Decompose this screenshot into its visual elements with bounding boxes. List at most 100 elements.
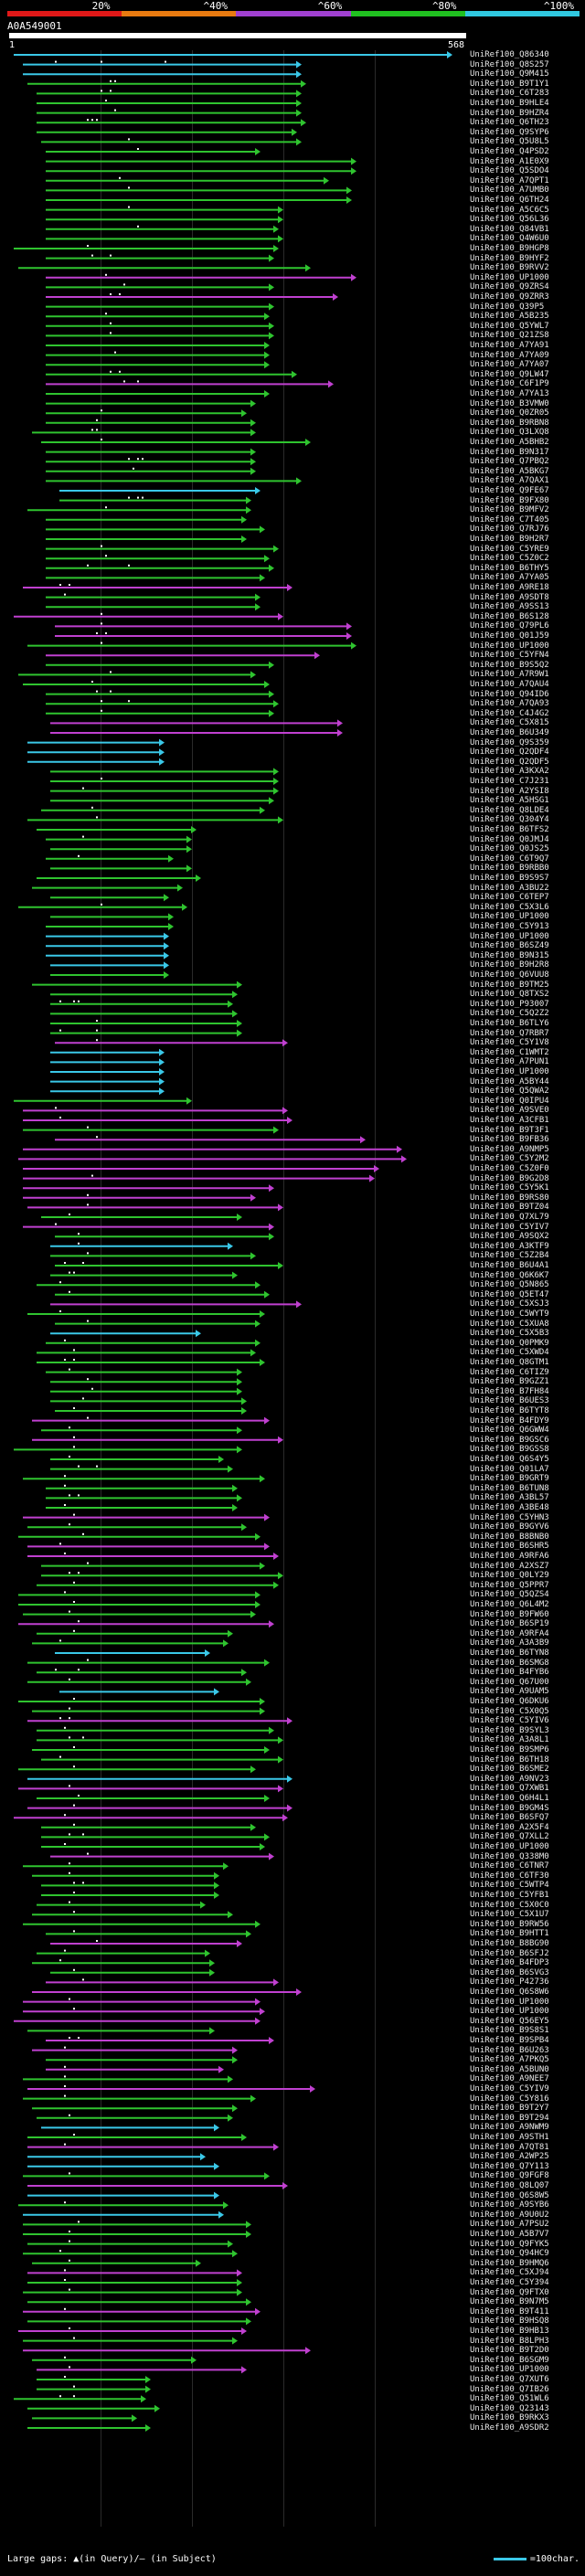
hit-label[interactable]: UniRef100_Q6S4Y5 (470, 1455, 549, 1464)
hit-label[interactable]: UniRef100_A9SDT8 (470, 592, 549, 602)
hit-row[interactable] (55, 1039, 288, 1047)
hit-row[interactable] (46, 157, 356, 165)
hit-row[interactable] (27, 1542, 270, 1551)
hit-label[interactable]: UniRef100_C6TIZ9 (470, 1367, 549, 1377)
hit-row[interactable] (18, 1620, 274, 1628)
hit-label[interactable]: UniRef100_C5YIV6 (470, 1716, 549, 1726)
hit-row[interactable] (46, 477, 302, 485)
hit-label[interactable]: UniRef100_A9RFA4 (470, 1628, 549, 1638)
hit-label[interactable]: UniRef100_C7J231 (470, 777, 549, 786)
hit-row[interactable] (27, 1678, 251, 1686)
hit-row[interactable] (37, 1726, 274, 1734)
hit-label[interactable]: UniRef100_A5C6C5 (470, 205, 549, 215)
hit-label[interactable]: UniRef100_Q0PMK9 (470, 1338, 549, 1348)
hit-row[interactable] (23, 1998, 261, 2006)
hit-row[interactable] (50, 864, 192, 873)
hit-label[interactable]: UniRef100_B9RBN8 (470, 418, 549, 428)
hit-label[interactable]: UniRef100_A9SYB6 (470, 2200, 549, 2210)
hit-row[interactable] (27, 2424, 151, 2432)
hit-label[interactable]: UniRef100_Q8LDE4 (470, 805, 549, 815)
hit-label[interactable]: UniRef100_A9NMP5 (470, 1144, 549, 1154)
hit-row[interactable] (27, 2153, 206, 2161)
hit-row[interactable] (46, 2056, 238, 2064)
hit-row[interactable] (32, 2259, 201, 2267)
hit-label[interactable]: UniRef100_C6T283 (470, 89, 549, 99)
hit-row[interactable] (23, 1117, 292, 1124)
hit-row[interactable] (46, 951, 169, 959)
hit-row[interactable] (46, 293, 338, 301)
hit-row[interactable] (46, 273, 356, 281)
hit-row[interactable] (23, 2221, 251, 2229)
hit-label[interactable]: UniRef100_B9SPB4 (470, 2036, 549, 2045)
hit-row[interactable] (14, 1097, 192, 1105)
hit-row[interactable] (32, 1639, 229, 1648)
hit-label[interactable]: UniRef100_A3CFB1 (470, 1116, 549, 1125)
hit-row[interactable] (50, 1456, 224, 1463)
hit-label[interactable]: UniRef100_A3A8L1 (470, 1735, 549, 1745)
hit-row[interactable] (50, 729, 343, 737)
hit-label[interactable]: UniRef100_B4FDY9 (470, 1415, 549, 1426)
hit-row[interactable] (46, 302, 274, 311)
hit-label[interactable]: UniRef100_Q9FE67 (470, 486, 549, 495)
hit-label[interactable]: UniRef100_B9HTT1 (470, 1929, 549, 1939)
hit-row[interactable] (23, 1513, 270, 1521)
hit-row[interactable] (46, 1504, 238, 1511)
hit-row[interactable] (18, 671, 256, 679)
hit-row[interactable] (27, 2182, 288, 2189)
hit-row[interactable] (14, 1814, 288, 1822)
hit-row[interactable] (55, 622, 352, 631)
hit-label[interactable]: UniRef100_A2X5F4 (470, 1822, 549, 1832)
hit-row[interactable] (55, 1233, 274, 1241)
hit-row[interactable] (27, 1553, 279, 1560)
hit-label[interactable]: UniRef100_Q7XUT6 (470, 2375, 549, 2384)
hit-label[interactable]: UniRef100_A9SDR2 (470, 2423, 549, 2433)
hit-row[interactable] (32, 1746, 270, 1754)
hit-row[interactable] (50, 961, 169, 970)
hit-label[interactable]: UniRef100_B9S8S1 (470, 2026, 549, 2036)
hit-row[interactable] (41, 1892, 219, 1899)
hit-label[interactable]: UniRef100_C5YIV7 (470, 1222, 549, 1232)
hit-row[interactable] (55, 632, 352, 640)
hit-row[interactable] (41, 439, 311, 446)
hit-label[interactable]: UniRef100_Q01J59 (470, 631, 549, 641)
hit-label[interactable]: UniRef100_B6SZ49 (470, 941, 549, 951)
hit-row[interactable] (46, 399, 256, 408)
hit-label[interactable]: UniRef100_A3A3B9 (470, 1638, 549, 1648)
hit-label[interactable]: UniRef100_Q51WL6 (470, 2394, 549, 2404)
hit-row[interactable] (50, 1271, 238, 1279)
hit-row[interactable] (46, 332, 274, 340)
hit-row[interactable] (41, 1755, 283, 1764)
hit-label[interactable]: UniRef100_A9SQX2 (470, 1232, 549, 1242)
hit-label[interactable]: UniRef100_A9STH1 (470, 2133, 549, 2142)
hit-label[interactable]: UniRef100_Q9ZRR3 (470, 292, 549, 302)
hit-row[interactable] (46, 555, 270, 563)
hit-row[interactable] (46, 700, 279, 708)
hit-label[interactable]: UniRef100_B4FYB6 (470, 1668, 549, 1678)
hit-label[interactable]: UniRef100_P93007 (470, 999, 549, 1009)
hit-label[interactable]: UniRef100_A7PSU2 (470, 2220, 549, 2230)
hit-label[interactable]: UniRef100_Q6DKU6 (470, 1697, 549, 1706)
hit-label[interactable]: UniRef100_A3BL57 (470, 1493, 549, 1503)
hit-label[interactable]: UniRef100_Q304Y4 (470, 815, 549, 825)
hit-label[interactable]: UniRef100_C5Z0F0 (470, 1164, 549, 1173)
hit-label[interactable]: UniRef100_Q5SDO4 (470, 166, 549, 176)
hit-row[interactable] (50, 787, 279, 795)
hit-label[interactable]: UniRef100_B4FDP3 (470, 1958, 549, 1968)
hit-row[interactable] (46, 1978, 279, 1987)
hit-label[interactable]: UniRef100_A9NEE7 (470, 2074, 549, 2084)
hit-label[interactable]: UniRef100_B9S9S7 (470, 874, 549, 883)
hit-label[interactable]: UniRef100_Q9FGF8 (470, 2171, 549, 2181)
hit-label[interactable]: UniRef100_B6TUN8 (470, 1483, 549, 1493)
hit-label[interactable]: UniRef100_C5Z2B4 (470, 1251, 549, 1261)
hit-row[interactable] (37, 1581, 279, 1589)
hit-label[interactable]: UniRef100_Q7RBR7 (470, 1028, 549, 1038)
hit-label[interactable]: UniRef100_A5BKG7 (470, 466, 549, 476)
hit-row[interactable] (32, 1416, 270, 1425)
hit-row[interactable] (46, 1494, 242, 1502)
hit-row[interactable] (27, 738, 165, 747)
hit-row[interactable] (46, 525, 265, 534)
hit-label[interactable]: UniRef100_B6TLY6 (470, 1019, 549, 1028)
hit-row[interactable] (18, 1155, 407, 1163)
hit-row[interactable] (23, 2094, 256, 2103)
hit-label[interactable]: UniRef100_Q86340 (470, 50, 549, 59)
